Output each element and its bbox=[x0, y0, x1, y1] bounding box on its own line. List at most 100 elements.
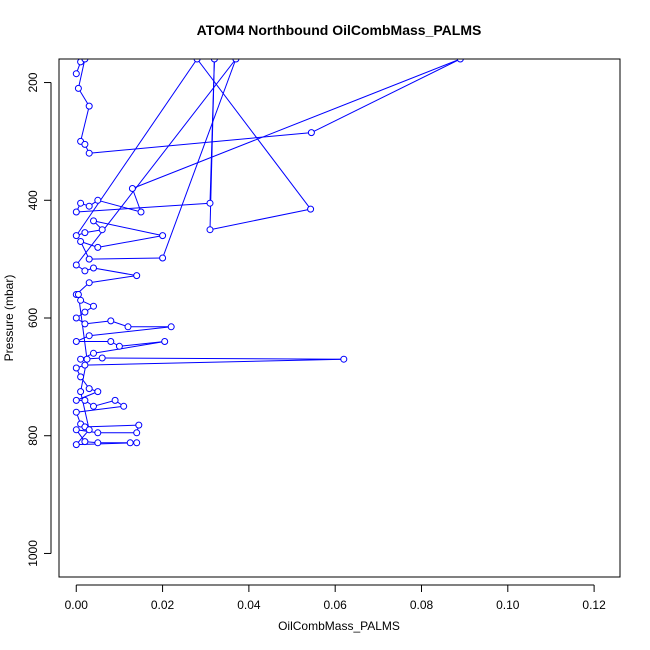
data-point bbox=[77, 355, 85, 363]
data-point bbox=[72, 338, 80, 345]
data-point bbox=[77, 388, 85, 396]
series-segment bbox=[162, 59, 237, 259]
series-segment bbox=[80, 391, 90, 430]
data-point bbox=[133, 439, 141, 447]
data-point bbox=[72, 70, 80, 78]
data-point bbox=[456, 59, 464, 63]
series-segment bbox=[93, 220, 163, 237]
data-point bbox=[193, 59, 201, 63]
series-segment bbox=[102, 357, 344, 360]
data-point bbox=[85, 149, 93, 157]
data-point bbox=[210, 59, 218, 63]
x-axis: 0.00 0.02 0.04 0.06 0.08 0.10 0.12 bbox=[65, 584, 606, 612]
data-point bbox=[94, 388, 102, 396]
data-point bbox=[111, 396, 119, 404]
data-point bbox=[81, 59, 89, 63]
data-point bbox=[135, 421, 143, 429]
data-point bbox=[107, 338, 115, 345]
data-point bbox=[98, 226, 106, 234]
data-point bbox=[81, 361, 89, 369]
x-tick-label: 0.04 bbox=[237, 598, 261, 612]
data-point bbox=[98, 354, 106, 362]
data-point bbox=[120, 402, 128, 410]
data-point bbox=[81, 229, 89, 237]
series-segment bbox=[93, 399, 116, 407]
series-segment bbox=[93, 341, 165, 354]
data-point bbox=[90, 349, 97, 357]
data-point bbox=[161, 338, 169, 345]
series-group bbox=[72, 59, 464, 449]
data-point bbox=[85, 202, 93, 210]
series-segment bbox=[80, 105, 90, 142]
data-point bbox=[72, 261, 80, 269]
data-point bbox=[307, 205, 315, 213]
series-segment bbox=[84, 320, 111, 325]
x-tick-label: 0.08 bbox=[410, 598, 434, 612]
data-point bbox=[74, 84, 82, 92]
data-point bbox=[133, 272, 141, 280]
y-tick-label: 800 bbox=[26, 425, 40, 445]
x-tick-label: 0.12 bbox=[582, 598, 606, 612]
data-point bbox=[81, 140, 89, 148]
data-point bbox=[81, 308, 89, 316]
data-point bbox=[167, 323, 175, 331]
y-tick-label: 1000 bbox=[26, 540, 40, 567]
chart-title: ATOM4 Northbound OilCombMass_PALMS bbox=[197, 22, 482, 38]
data-point bbox=[72, 408, 80, 416]
y-axis: 200 400 600 800 1000 bbox=[26, 72, 52, 567]
series-segment bbox=[84, 358, 344, 366]
data-point bbox=[133, 429, 141, 437]
data-point bbox=[128, 185, 136, 192]
series-segment bbox=[311, 59, 461, 134]
series-segment bbox=[93, 267, 137, 277]
data-point bbox=[81, 267, 89, 275]
data-point bbox=[85, 279, 93, 287]
data-point bbox=[72, 314, 80, 322]
data-point bbox=[77, 199, 85, 207]
x-tick-label: 0.06 bbox=[324, 598, 348, 612]
data-point bbox=[85, 255, 93, 263]
data-point bbox=[94, 243, 102, 251]
data-point bbox=[126, 439, 134, 447]
series-segment bbox=[132, 59, 461, 189]
data-point bbox=[206, 199, 214, 207]
data-point bbox=[85, 102, 93, 110]
series-segment bbox=[89, 132, 312, 154]
data-point bbox=[115, 342, 123, 350]
data-point bbox=[81, 396, 89, 404]
series-segment bbox=[75, 59, 198, 236]
x-tick-label: 0.10 bbox=[496, 598, 520, 612]
data-point bbox=[77, 373, 85, 381]
series-segment bbox=[77, 294, 88, 360]
data-point bbox=[232, 59, 240, 63]
data-point bbox=[107, 317, 115, 325]
y-tick-label: 400 bbox=[26, 190, 40, 210]
series-segment bbox=[76, 405, 124, 413]
y-tick-label: 200 bbox=[26, 72, 40, 92]
data-point bbox=[124, 323, 132, 331]
data-point bbox=[85, 385, 93, 393]
data-point bbox=[72, 364, 80, 372]
data-point bbox=[90, 402, 97, 410]
data-point bbox=[90, 264, 97, 272]
series-segment bbox=[89, 275, 137, 284]
data-point bbox=[94, 439, 102, 447]
data-point bbox=[85, 426, 93, 434]
data-point bbox=[77, 296, 85, 304]
x-tick-label: 0.00 bbox=[65, 598, 89, 612]
data-point bbox=[94, 429, 102, 437]
data-point bbox=[72, 426, 80, 434]
data-point bbox=[72, 396, 80, 404]
data-point bbox=[94, 196, 102, 204]
data-point bbox=[74, 291, 82, 298]
data-point bbox=[90, 217, 97, 225]
series-segment bbox=[77, 59, 86, 89]
series-segment bbox=[97, 235, 163, 248]
plot-frame bbox=[58, 58, 621, 578]
data-point bbox=[72, 441, 80, 449]
series-segment bbox=[89, 326, 172, 337]
y-axis-label: Pressure (mbar) bbox=[2, 275, 16, 362]
x-axis-label: OilCombMass_PALMS bbox=[278, 619, 400, 633]
series-segment bbox=[76, 391, 98, 401]
